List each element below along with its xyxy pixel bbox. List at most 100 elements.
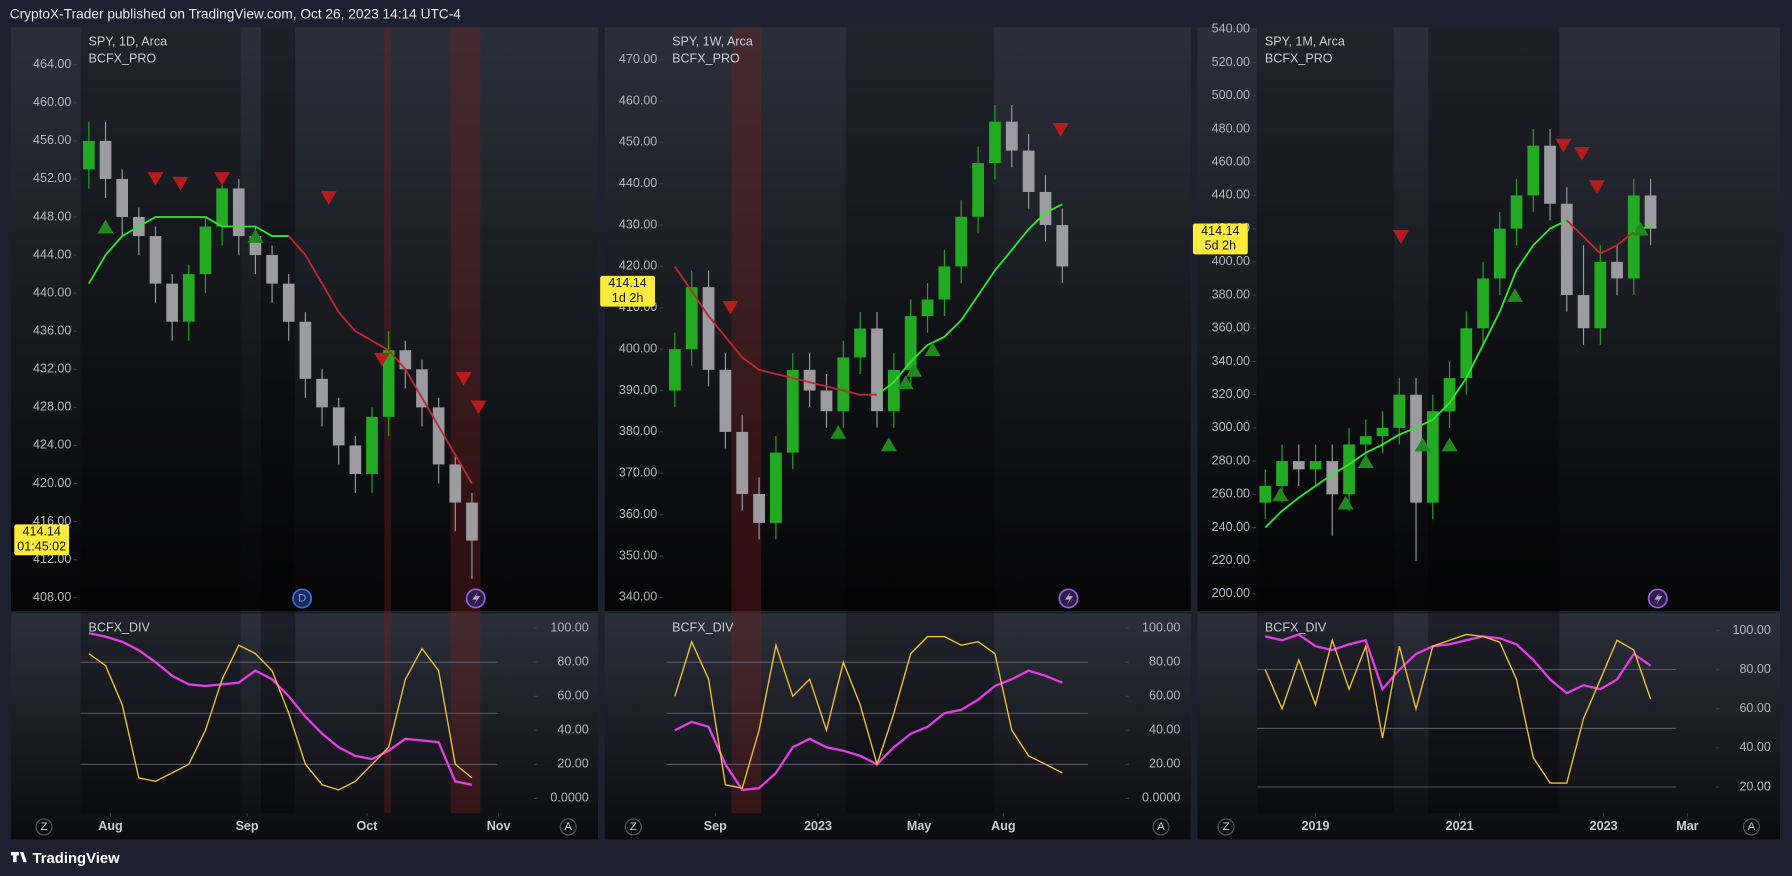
- candle-body: [149, 236, 162, 284]
- sell-signal: [1392, 230, 1409, 244]
- candle-body: [182, 274, 195, 322]
- stripe: [260, 27, 296, 814]
- button[interactable]: Z: [630, 821, 637, 833]
- button-circle[interactable]: [1742, 818, 1761, 836]
- osc-line: [1264, 633, 1652, 784]
- candle-body: [249, 236, 262, 256]
- y-tick-label: 460.00: [33, 95, 71, 109]
- countdown: 1d 2h: [612, 291, 643, 305]
- candle-body: [1443, 378, 1456, 412]
- sell-signal: [147, 172, 164, 186]
- ma-line: [674, 265, 878, 396]
- candle-body: [837, 357, 850, 412]
- candle-body: [366, 416, 378, 474]
- y-tick-label: 412.00: [33, 552, 71, 566]
- button-circle[interactable]: [1152, 818, 1170, 836]
- y-tick-label: 400.00: [619, 341, 657, 355]
- x-tick-label: Aug: [98, 819, 122, 833]
- buy-signal: [1506, 288, 1523, 302]
- button-circle[interactable]: [559, 818, 577, 836]
- candle-body: [1359, 436, 1372, 445]
- candle-body: [1039, 191, 1052, 226]
- candle-body: [432, 407, 445, 465]
- candle-body: [416, 369, 428, 408]
- candle-body: [83, 140, 95, 170]
- candle-body: [1376, 427, 1389, 437]
- candle-body: [466, 502, 478, 541]
- buy-signal: [880, 437, 897, 452]
- chart-title: SPY, 1W, Arca: [672, 35, 753, 49]
- y-tick-label: 380.00: [619, 424, 657, 438]
- candle-body: [1527, 145, 1540, 196]
- candle-body: [332, 407, 345, 446]
- y-tick-label: 340.00: [1212, 354, 1250, 368]
- candle-body: [1005, 121, 1018, 151]
- candle-body: [1343, 444, 1355, 495]
- x-tick-label: 2019: [1302, 819, 1330, 833]
- candle-body: [887, 369, 900, 412]
- y-tick-label: 390.00: [619, 383, 657, 397]
- candle-body: [1259, 485, 1272, 503]
- y-tick-label: 100.00: [550, 620, 588, 634]
- candle-body: [99, 140, 112, 179]
- y-tick-label: 448.00: [33, 209, 71, 223]
- logo: [10, 852, 27, 863]
- sell-signal: [1573, 147, 1590, 161]
- stripe: [845, 27, 995, 814]
- button[interactable]: A: [564, 821, 572, 833]
- y-tick-label: 100.00: [1142, 620, 1180, 634]
- candle-body: [299, 321, 312, 379]
- button-circle[interactable]: [1217, 818, 1235, 836]
- y-tick-label: 280.00: [1212, 453, 1250, 467]
- y-tick-label: 436.00: [33, 324, 71, 338]
- x-tick-label: Mar: [1676, 819, 1698, 833]
- candle-body: [668, 349, 681, 391]
- last-price: 414.14: [1201, 224, 1239, 238]
- y-tick-label: 320.00: [1212, 387, 1250, 401]
- candle-body: [232, 188, 245, 237]
- y-tick-label: 60.00: [557, 689, 588, 703]
- dividend-icon[interactable]: [292, 588, 313, 609]
- button-circle[interactable]: [624, 818, 642, 836]
- candle-body: [736, 431, 749, 494]
- y-tick-label: 460.00: [619, 93, 657, 107]
- candle-body: [1544, 145, 1556, 204]
- ma-line: [876, 203, 1063, 396]
- y-tick-label: 420.00: [619, 259, 657, 273]
- y-tick-label: 360.00: [619, 507, 657, 521]
- buy-signal: [924, 342, 941, 357]
- candle-body: [921, 299, 934, 317]
- candle-body: [316, 378, 328, 408]
- ma-line: [288, 235, 473, 484]
- buy-signal: [897, 375, 914, 390]
- y-tick-label: 300.00: [1212, 420, 1250, 434]
- y-tick-label: 428.00: [33, 400, 71, 414]
- candle-body: [1393, 394, 1406, 428]
- candle-body: [955, 216, 968, 267]
- y-tick-label: 380.00: [1212, 287, 1250, 301]
- button[interactable]: A: [1748, 821, 1756, 833]
- lightning: [1654, 591, 1663, 606]
- y-tick-label: 500.00: [1212, 88, 1250, 102]
- button-circle[interactable]: [35, 818, 53, 836]
- y-tick-label: 60.00: [1739, 701, 1770, 715]
- panel-bg: [10, 613, 598, 840]
- dividend-label[interactable]: D: [298, 592, 306, 604]
- chart-subtitle: BCFX_PRO: [672, 52, 740, 66]
- y-tick-label: 470.00: [619, 52, 657, 66]
- x-tick-label: Sep: [236, 819, 259, 833]
- sell-signal: [374, 352, 390, 367]
- candle-body: [1510, 195, 1523, 229]
- osc-line: [674, 635, 1063, 789]
- candle-body: [1560, 203, 1573, 296]
- button[interactable]: A: [1157, 821, 1165, 833]
- y-tick-label: 80.00: [557, 654, 588, 668]
- button[interactable]: Z: [1223, 821, 1230, 833]
- lightning: [1065, 591, 1074, 606]
- button[interactable]: Z: [40, 821, 47, 833]
- sell-signal: [1588, 180, 1605, 194]
- panel-bg: [10, 27, 598, 612]
- last-price: 414.14: [608, 276, 646, 290]
- stripe: [731, 27, 762, 814]
